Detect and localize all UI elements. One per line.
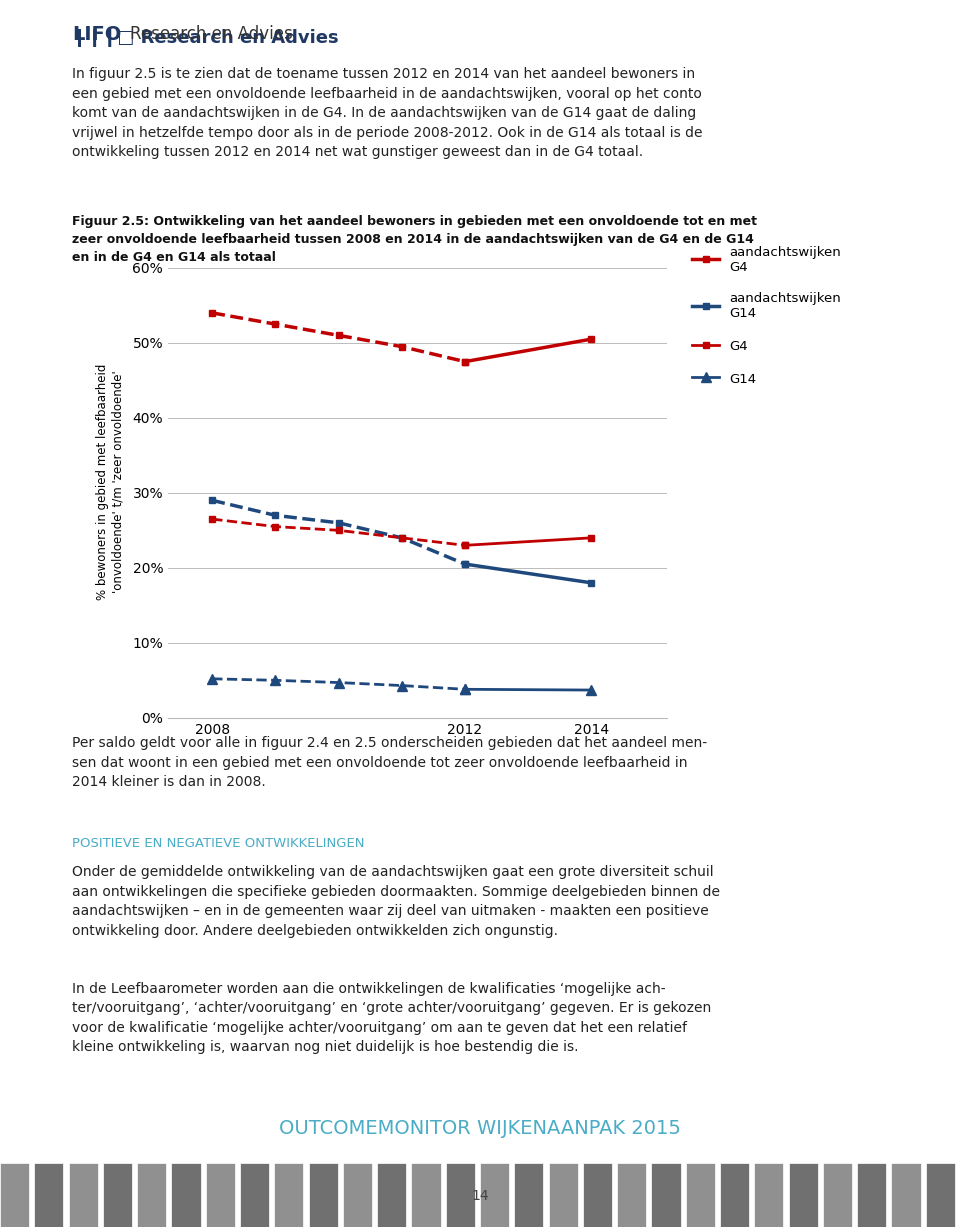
Bar [685, 1163, 715, 1227]
Bar [548, 1163, 578, 1227]
Bar [103, 1163, 132, 1227]
Text: Figuur 2.5: Ontwikkeling van het aandeel bewoners in gebieden met een onvoldoend: Figuur 2.5: Ontwikkeling van het aandeel… [72, 215, 757, 264]
Y-axis label: % bewoners in gebied met leefbaarheid
'onvoldoende' t/m 'zeer onvoldoende': % bewoners in gebied met leefbaarheid 'o… [96, 363, 124, 600]
Bar [68, 1163, 98, 1227]
Text: 14: 14 [471, 1189, 489, 1204]
Bar [925, 1163, 955, 1227]
Bar [652, 1163, 681, 1227]
Bar [377, 1163, 406, 1227]
Text: Per saldo geldt voor alle in figuur 2.4 en 2.5 onderscheiden gebieden dat het aa: Per saldo geldt voor alle in figuur 2.4 … [72, 736, 708, 789]
Bar [720, 1163, 749, 1227]
Text: POSITIEVE EN NEGATIEVE ONTWIKKELINGEN: POSITIEVE EN NEGATIEVE ONTWIKKELINGEN [72, 837, 365, 850]
Text: Onder de gemiddelde ontwikkeling van de aandachtswijken gaat een grote diversite: Onder de gemiddelde ontwikkeling van de … [72, 865, 720, 937]
Bar [275, 1163, 303, 1227]
Bar [892, 1163, 921, 1227]
Bar [583, 1163, 612, 1227]
Bar [617, 1163, 646, 1227]
Bar [755, 1163, 783, 1227]
Bar [35, 1163, 63, 1227]
Text: In de Leefbaarometer worden aan die ontwikkelingen de kwalificaties ‘mogelijke a: In de Leefbaarometer worden aan die ontw… [72, 982, 711, 1054]
Text: ❙❙❙□ Research en Advies: ❙❙❙□ Research en Advies [72, 29, 339, 47]
Bar [343, 1163, 372, 1227]
Bar [308, 1163, 338, 1227]
Bar [823, 1163, 852, 1227]
Bar [205, 1163, 235, 1227]
Text: LIFO: LIFO [72, 25, 121, 44]
Text: OUTCOMEMONITOR WIJKENAANPAK 2015: OUTCOMEMONITOR WIJKENAANPAK 2015 [279, 1119, 681, 1137]
Bar [172, 1163, 201, 1227]
Bar [788, 1163, 818, 1227]
Bar [515, 1163, 543, 1227]
Text: In figuur 2.5 is te zien dat de toename tussen 2012 en 2014 van het aandeel bewo: In figuur 2.5 is te zien dat de toename … [72, 67, 703, 160]
Bar [0, 1163, 29, 1227]
Bar [857, 1163, 886, 1227]
Bar [480, 1163, 509, 1227]
Bar [412, 1163, 441, 1227]
Bar [137, 1163, 166, 1227]
Legend: aandachtswijken
G4, aandachtswijken
G14, G4, G14: aandachtswijken G4, aandachtswijken G14,… [687, 240, 847, 391]
Text: Research en Advies: Research en Advies [130, 26, 293, 43]
Bar [445, 1163, 475, 1227]
Bar [240, 1163, 269, 1227]
